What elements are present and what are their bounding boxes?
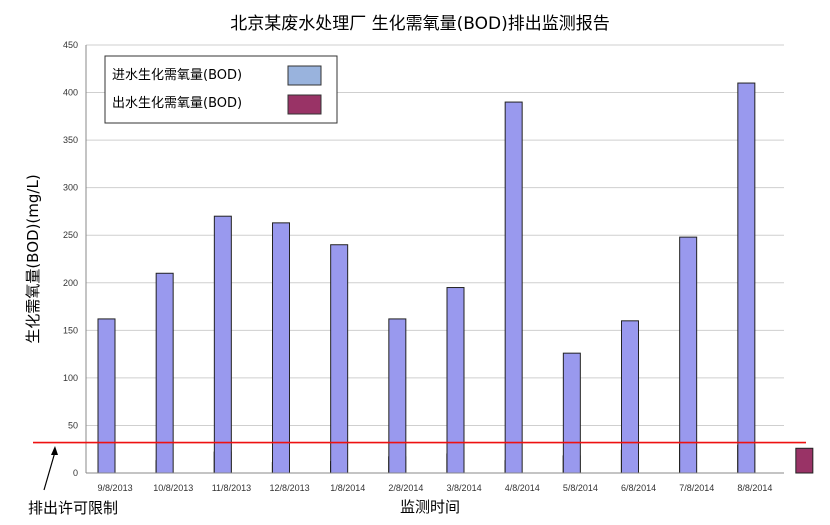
bar-outflow	[795, 447, 814, 474]
bar-inflow	[388, 318, 407, 474]
x-tick-label: 6/8/2014	[621, 483, 656, 493]
x-axis-ticks: 9/8/2013 10/8/2013 11/8/2013 12/8/2013 1/8/2…	[98, 483, 773, 493]
bar-inflow	[97, 318, 116, 474]
bar-inflow	[213, 215, 232, 474]
y-axis-label: 生化需氧量(BOD)(mg/L)	[24, 174, 42, 343]
annotation-arrowhead	[51, 446, 58, 455]
gridlines	[86, 44, 784, 426]
y-tick-label: 150	[63, 325, 78, 335]
x-tick-label: 1/8/2014	[330, 483, 365, 493]
x-tick-label: 4/8/2014	[505, 483, 540, 493]
y-tick-label: 50	[68, 420, 78, 430]
bar-inflow	[330, 244, 349, 474]
y-tick-label: 250	[63, 230, 78, 240]
y-tick-label: 200	[63, 278, 78, 288]
legend-swatch-outflow	[287, 94, 322, 115]
x-tick-label: 8/8/2014	[737, 483, 772, 493]
y-tick-label: 400	[63, 88, 78, 98]
x-tick-label: 9/8/2013	[98, 483, 133, 493]
y-tick-label: 0	[73, 468, 78, 478]
y-tick-label: 100	[63, 373, 78, 383]
y-tick-label: 450	[63, 40, 78, 50]
bar-inflow	[737, 82, 756, 474]
x-tick-label: 10/8/2013	[153, 483, 193, 493]
y-tick-label: 350	[63, 135, 78, 145]
x-tick-label: 7/8/2014	[679, 483, 714, 493]
bars	[97, 82, 814, 474]
legend-swatch-inflow	[287, 65, 322, 86]
bar-inflow	[504, 101, 523, 474]
bar-inflow	[621, 320, 639, 474]
x-tick-label: 3/8/2014	[447, 483, 482, 493]
limit-annotation: 排出许可限制	[28, 446, 118, 517]
bar-inflow	[679, 236, 698, 474]
x-tick-label: 5/8/2014	[563, 483, 598, 493]
bar-inflow	[272, 222, 290, 474]
bar-inflow	[562, 352, 581, 474]
chart-title: 北京某废水处理厂 生化需氧量(BOD)排出监测报告	[230, 14, 610, 34]
y-tick-label: 300	[63, 183, 78, 193]
legend-label-inflow: 进水生化需氧量(BOD)	[112, 68, 242, 83]
legend: 进水生化需氧量(BOD) 出水生化需氧量(BOD)	[104, 55, 338, 124]
annotation-arrow-shaft	[43, 451, 56, 491]
x-tick-label: 12/8/2013	[270, 483, 310, 493]
limit-annotation-text: 排出许可限制	[28, 499, 118, 517]
legend-label-outflow: 出水生化需氧量(BOD)	[112, 96, 242, 111]
bar-inflow	[446, 287, 465, 474]
x-tick-label: 11/8/2013	[212, 483, 251, 493]
x-axis-label: 监测时间	[400, 498, 460, 516]
y-axis-ticks: 0 50 100 150 200 250 300 350 400 450	[63, 40, 78, 478]
x-tick-label: 2/8/2014	[388, 483, 423, 493]
